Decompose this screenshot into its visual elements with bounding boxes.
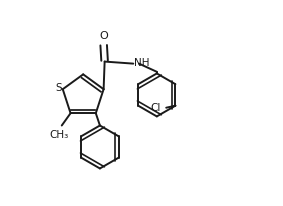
Text: S: S bbox=[55, 83, 62, 93]
Text: O: O bbox=[99, 30, 108, 41]
Text: Cl: Cl bbox=[150, 103, 161, 113]
Text: NH: NH bbox=[134, 58, 150, 68]
Text: CH₃: CH₃ bbox=[50, 130, 69, 140]
